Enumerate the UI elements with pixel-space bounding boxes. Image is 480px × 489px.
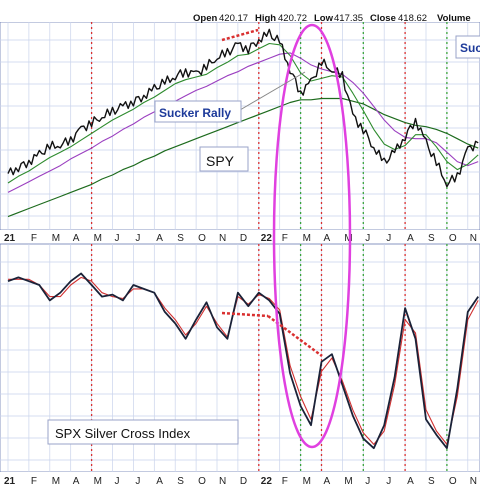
month-tick-label: 21	[4, 233, 16, 244]
low-value: 417.35	[334, 13, 363, 24]
month-tick-label: S	[428, 233, 435, 244]
month-tick-label: O	[198, 233, 206, 244]
month-tick-label: A	[156, 233, 163, 244]
sucker-rally-label: Sucker Rally	[159, 106, 231, 120]
month-tick-label: S	[177, 233, 184, 244]
spy-price-line	[7, 28, 479, 188]
spy-lines	[7, 28, 479, 218]
month-tick-label: J	[365, 233, 370, 244]
month-tick-label: J	[135, 476, 140, 487]
month-tick-label: O	[449, 476, 457, 487]
silver-cross-label-box	[47, 419, 239, 445]
month-tick-label: M	[303, 233, 311, 244]
sucker-rally-box	[154, 100, 242, 123]
open-value: 420.17	[219, 13, 248, 24]
month-tick-label: M	[94, 233, 102, 244]
volume-label: Volume	[437, 13, 471, 24]
open-label: Open	[193, 13, 217, 24]
top-divergence-line	[221, 28, 259, 42]
silver-cross-line	[7, 272, 479, 450]
month-tick-label: J	[386, 233, 391, 244]
month-tick-label: D	[240, 476, 247, 487]
month-tick-label: J	[135, 233, 140, 244]
month-tick-label: M	[52, 476, 60, 487]
low-label: Low	[314, 13, 334, 24]
sucker-partial-label: Suc	[460, 41, 480, 55]
month-tick-label: A	[156, 476, 163, 487]
month-tick-label: M	[94, 476, 102, 487]
svg-text:Open 420.17 High: Open 420.17 High 420.72 Low 417.35 Close…	[193, 13, 471, 24]
high-value: 420.72	[278, 13, 307, 24]
month-tick-label: A	[73, 233, 80, 244]
month-tick-label: F	[282, 476, 288, 487]
month-tick-label: F	[282, 233, 288, 244]
spy-month-axis: 21 F M A M J J A S O N D 22 F M A M J J A S O N	[0, 230, 480, 244]
spy-label-box	[199, 146, 249, 172]
month-tick-label: 21	[4, 476, 16, 487]
month-tick-label: N	[219, 476, 226, 487]
high-label: High	[255, 13, 276, 24]
annotations: Sucker Rally SPY Suc SPX Silver Cross In…	[47, 23, 480, 449]
silver-cross-lines	[7, 272, 479, 450]
month-tick-label: A	[73, 476, 80, 487]
month-tick-label: O	[449, 233, 457, 244]
silver-cross-label: SPX Silver Cross Index	[55, 426, 191, 441]
month-tick-label: M	[344, 233, 352, 244]
spy-long-ma-line	[7, 97, 479, 218]
sucker-rally-pointer	[239, 71, 306, 111]
month-tick-label: 22	[261, 233, 273, 244]
close-label: Close	[370, 13, 396, 24]
month-tick-label: N	[219, 233, 226, 244]
month-tick-label: M	[52, 233, 60, 244]
month-tick-label: F	[31, 233, 37, 244]
month-tick-label: A	[324, 476, 331, 487]
month-tick-label: D	[240, 233, 247, 244]
price-header: Open 420.17 High 420.72 Low 417.35 Close…	[0, 12, 480, 24]
month-tick-label: J	[365, 476, 370, 487]
month-tick-label: O	[198, 476, 206, 487]
month-tick-label: 22	[261, 476, 273, 487]
spy-mid-ma-line	[7, 52, 479, 193]
month-tick-label: M	[303, 476, 311, 487]
month-tick-label: N	[470, 476, 477, 487]
month-tick-label: N	[470, 233, 477, 244]
silver-cross-month-axis: 21 F M A M J J A S O N D 22 F M A M J J A S O N	[0, 472, 480, 489]
month-tick-label: J	[386, 476, 391, 487]
month-tick-label: S	[428, 476, 435, 487]
close-value: 418.62	[398, 13, 427, 24]
month-tick-label: M	[344, 476, 352, 487]
month-tick-label: S	[177, 476, 184, 487]
spy-label: SPY	[206, 153, 235, 169]
month-tick-label: A	[324, 233, 331, 244]
month-tick-label: A	[407, 233, 414, 244]
month-tick-label: J	[115, 476, 120, 487]
month-tick-label: J	[115, 233, 120, 244]
month-tick-label: F	[31, 476, 37, 487]
highlight-ellipse	[272, 23, 352, 449]
spy-price-panel	[0, 21, 480, 231]
bottom-divergence-line-1	[221, 311, 269, 318]
sucker-partial-box	[455, 35, 480, 59]
month-tick-label: A	[407, 476, 414, 487]
